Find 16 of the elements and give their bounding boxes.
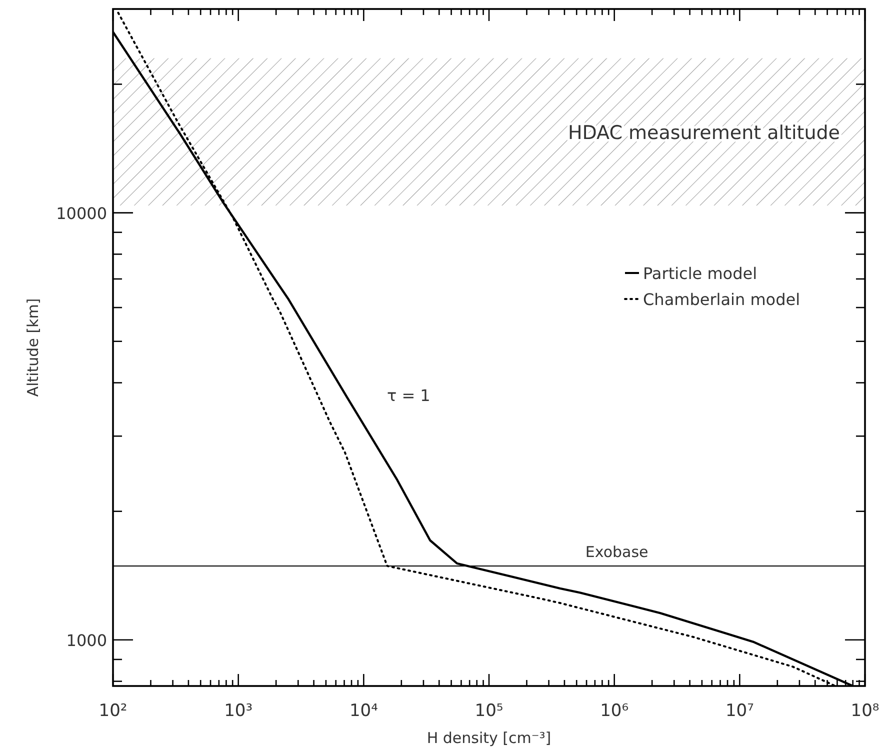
legend-label: Particle model <box>643 264 758 283</box>
y-tick-label: 10000 <box>56 204 107 223</box>
x-tick-label: 10⁴ <box>349 701 378 721</box>
y-axis-title: Altitude [km] <box>24 298 42 397</box>
x-tick-label: 10⁵ <box>474 701 504 721</box>
x-tick-label: 10⁷ <box>725 701 754 721</box>
ref-line-label: Exobase <box>585 542 648 561</box>
band-label: HDAC measurement altitude <box>568 122 840 144</box>
x-tick-label: 10⁶ <box>600 701 629 721</box>
y-tick-label: 1000 <box>66 630 107 650</box>
x-tick-label: 10² <box>98 701 128 721</box>
annotation: τ = 1 <box>386 386 430 406</box>
x-tick-label: 10³ <box>224 701 253 721</box>
x-axis-title: H density [cm⁻³] <box>426 729 552 747</box>
x-tick-label: 10⁸ <box>850 701 880 721</box>
legend-label: Chamberlain model <box>643 290 800 309</box>
